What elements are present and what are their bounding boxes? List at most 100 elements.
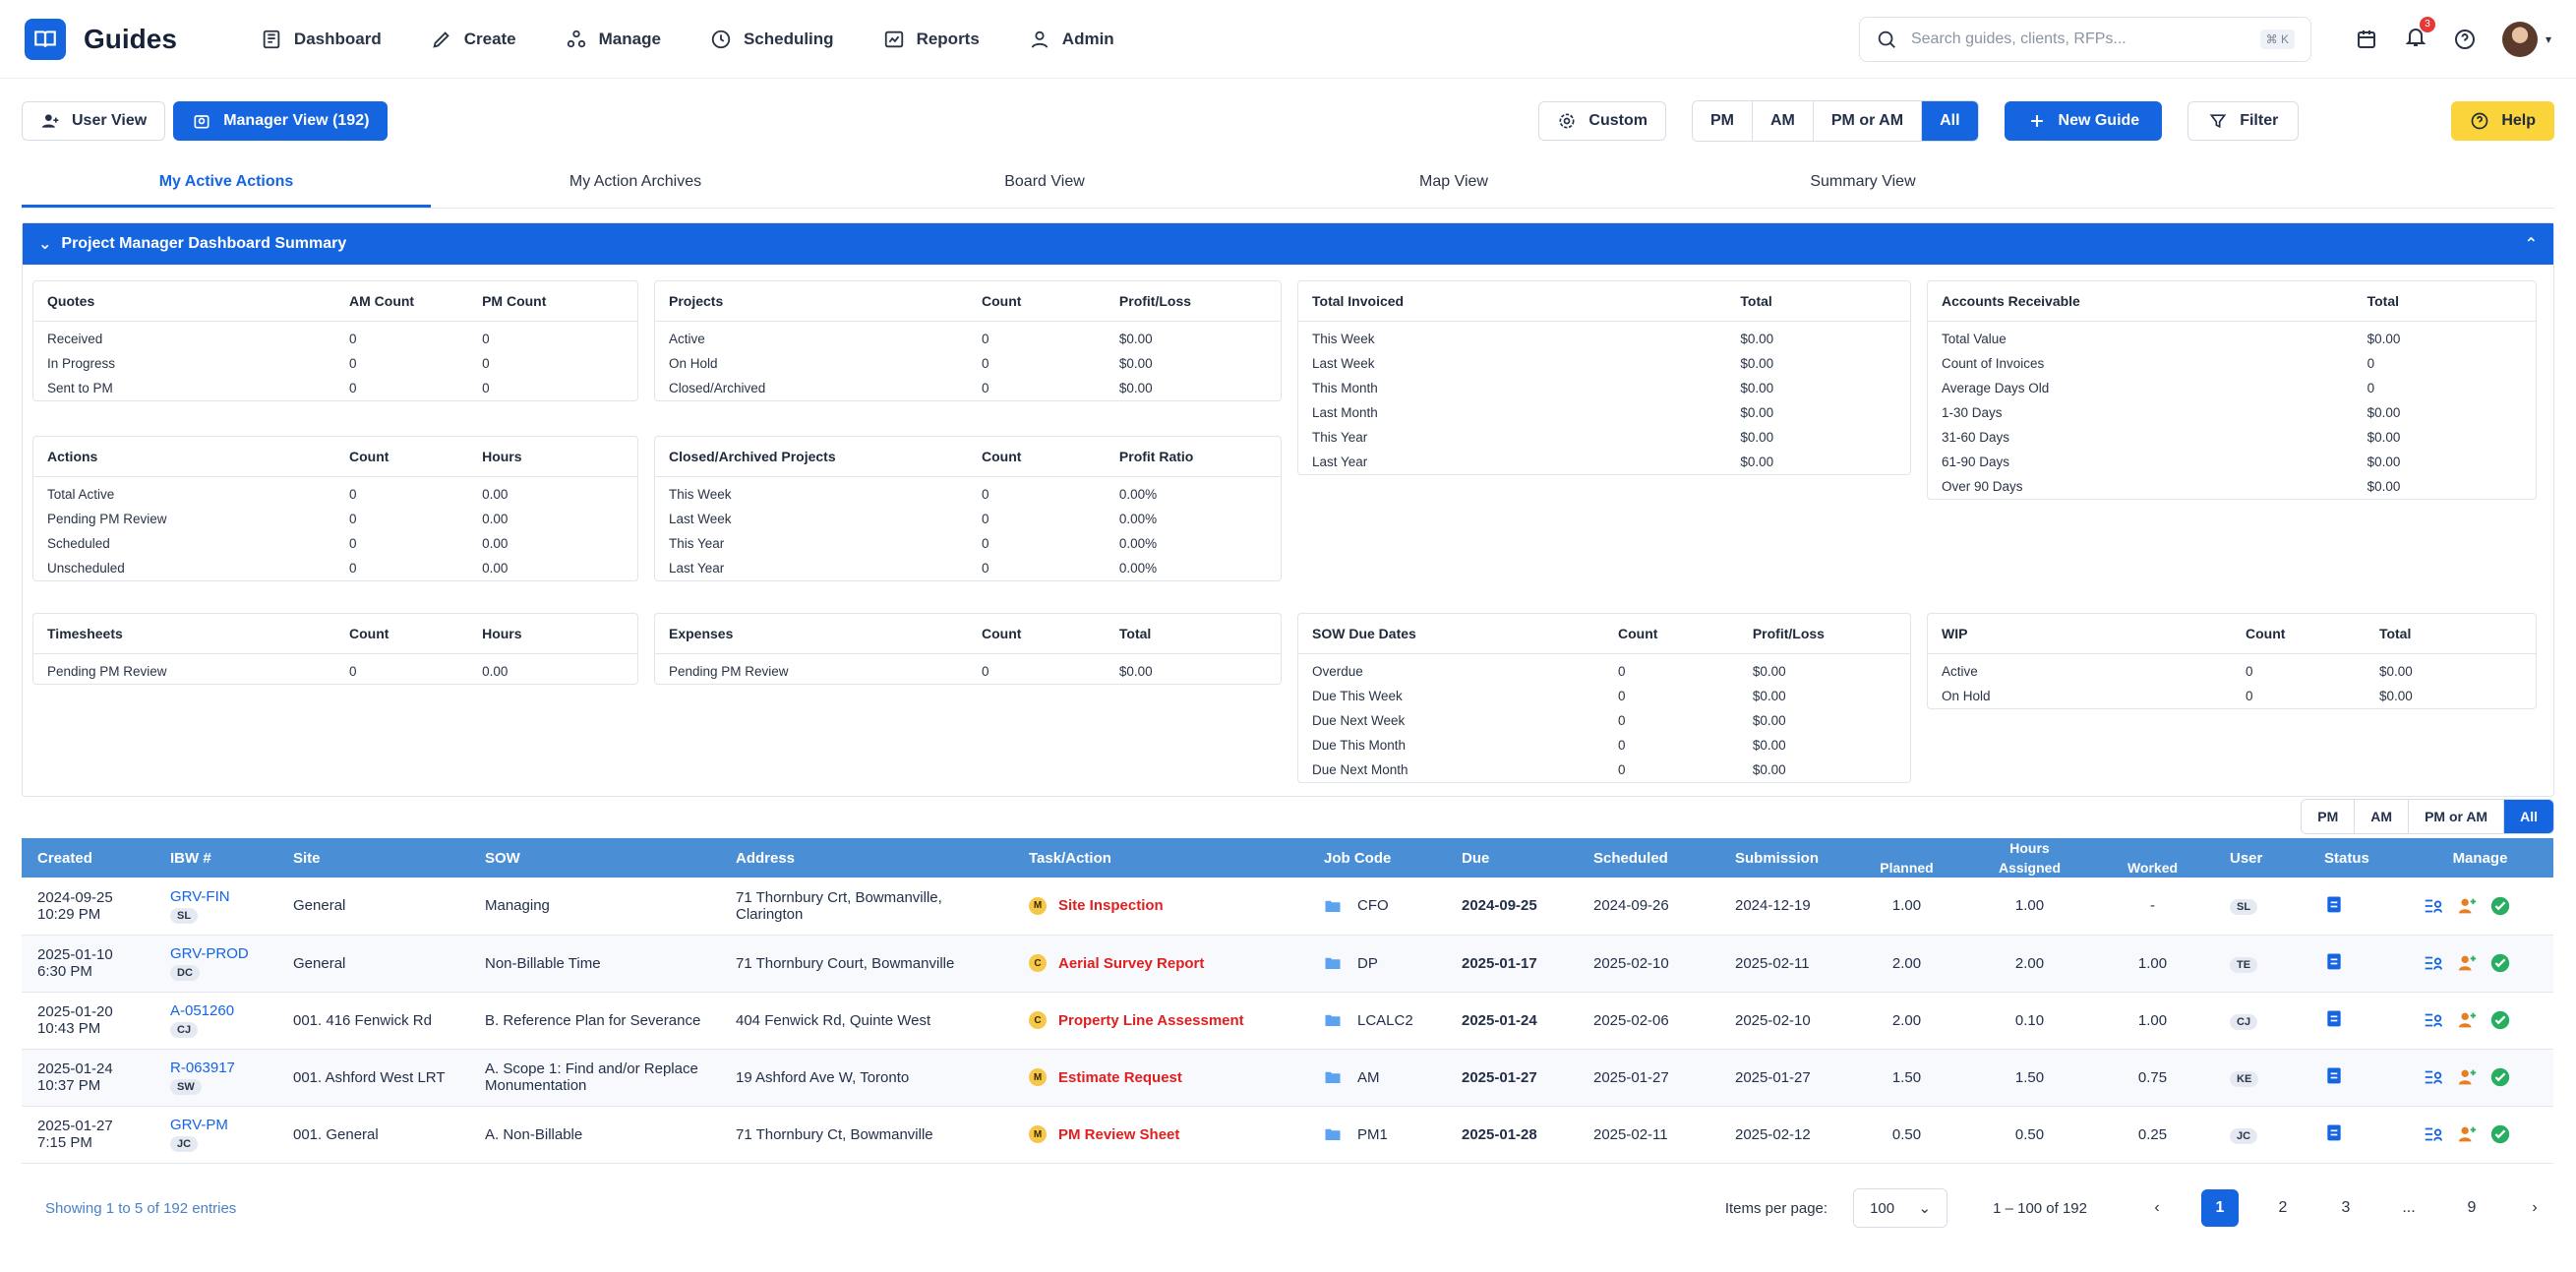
check-circle-icon[interactable] xyxy=(2489,952,2511,974)
card-cell[interactable]: 0 xyxy=(1618,664,1626,679)
clipboard-icon[interactable] xyxy=(2324,1008,2344,1028)
clipboard-icon[interactable] xyxy=(2324,1122,2344,1142)
page-9[interactable]: 9 xyxy=(2467,1199,2477,1216)
col-created[interactable]: Created xyxy=(22,838,154,878)
col-scheduled[interactable]: Scheduled xyxy=(1578,838,1719,878)
card-cell[interactable]: $0.00 xyxy=(2366,479,2401,494)
user-add-icon[interactable] xyxy=(2456,1123,2478,1145)
nav-create[interactable]: Create xyxy=(431,29,516,50)
check-circle-icon[interactable] xyxy=(2489,1123,2511,1145)
card-cell[interactable]: 0 xyxy=(349,536,357,551)
task-link[interactable]: Site Inspection xyxy=(1058,897,1164,915)
chevron-up-icon[interactable]: ⌃ xyxy=(2524,236,2538,253)
card-cell[interactable]: $0.00 xyxy=(1740,332,1774,346)
card-cell[interactable]: $0.00 xyxy=(1740,381,1774,395)
table-row[interactable]: 2025-01-20 10:43 PM A-051260 CJ 001. 416 F… xyxy=(22,992,2553,1050)
card-cell[interactable]: $0.00 xyxy=(1740,405,1774,420)
nav-scheduling[interactable]: Scheduling xyxy=(710,29,834,50)
page-3[interactable]: 3 xyxy=(2341,1199,2351,1216)
next-page-icon[interactable]: › xyxy=(2532,1199,2538,1216)
card-cell[interactable]: 0 xyxy=(982,332,989,346)
items-per-page-select[interactable]: 100 ⌄ xyxy=(1853,1188,1948,1228)
col-sow[interactable]: SOW xyxy=(469,838,720,878)
tab-my-active-actions[interactable]: My Active Actions xyxy=(22,163,431,208)
card-cell[interactable]: $0.00 xyxy=(1740,430,1774,445)
card-cell[interactable]: 0 xyxy=(349,332,357,346)
card-cell[interactable]: $0.00 xyxy=(2366,430,2401,445)
nav-admin[interactable]: Admin xyxy=(1029,29,1114,50)
task-link[interactable]: Estimate Request xyxy=(1058,1068,1182,1086)
check-circle-icon[interactable] xyxy=(2489,1009,2511,1031)
help-circle-icon[interactable] xyxy=(2453,28,2477,51)
card-cell[interactable]: 0 xyxy=(1618,762,1626,777)
ibw-link[interactable]: GRV-PM xyxy=(170,1117,228,1133)
filter-am[interactable]: AM xyxy=(1752,101,1814,141)
col-assigned[interactable]: Assigned xyxy=(1968,858,2091,878)
ibw-link[interactable]: GRV-FIN xyxy=(170,887,230,905)
card-cell[interactable]: 0 xyxy=(349,512,357,526)
card-cell[interactable]: 0 xyxy=(349,561,357,575)
help-button[interactable]: Help xyxy=(2451,101,2554,141)
col-site[interactable]: Site xyxy=(277,838,469,878)
col-address[interactable]: Address xyxy=(720,838,1013,878)
filter-pm-or-am[interactable]: PM or AM xyxy=(1813,101,1923,141)
card-cell[interactable]: $0.00 xyxy=(1740,454,1774,469)
user-add-icon[interactable] xyxy=(2456,1009,2478,1031)
col-status[interactable]: Status xyxy=(2308,838,2407,878)
card-cell[interactable]: $0.00 xyxy=(2378,689,2413,703)
card-cell[interactable]: 0 xyxy=(1618,713,1626,728)
folder-icon[interactable] xyxy=(1324,1012,1342,1028)
search-box[interactable]: ⌘ K xyxy=(1858,16,2311,62)
col-submission[interactable]: Submission xyxy=(1719,838,1845,878)
col-job-code[interactable]: Job Code xyxy=(1308,838,1446,878)
nav-reports[interactable]: Reports xyxy=(883,29,980,50)
page-1[interactable]: 1 xyxy=(2201,1189,2239,1227)
col-planned[interactable]: Planned xyxy=(1845,858,1968,878)
card-cell[interactable]: 0 xyxy=(982,536,989,551)
table-row[interactable]: 2024-09-25 10:29 PM GRV-FIN SL General Man… xyxy=(22,878,2553,936)
custom-button[interactable]: Custom xyxy=(1538,101,1666,141)
task-link[interactable]: Property Line Assessment xyxy=(1058,1011,1244,1029)
col-due[interactable]: Due xyxy=(1446,838,1578,878)
task-link[interactable]: PM Review Sheet xyxy=(1058,1125,1180,1143)
card-cell[interactable]: $0.00 xyxy=(2366,332,2401,346)
assign-list-icon[interactable] xyxy=(2423,952,2444,974)
card-cell[interactable]: 0 xyxy=(2246,664,2253,679)
grid-filter-pm-or-am[interactable]: PM or AM xyxy=(2409,800,2505,833)
clipboard-icon[interactable] xyxy=(2324,1065,2344,1085)
card-cell[interactable]: 0 xyxy=(349,381,357,395)
card-cell[interactable]: 0 xyxy=(2246,689,2253,703)
calendar-icon[interactable] xyxy=(2355,28,2378,51)
grid-filter-am[interactable]: AM xyxy=(2355,800,2410,833)
card-cell[interactable]: 0 xyxy=(982,381,989,395)
card-cell[interactable]: 0 xyxy=(982,561,989,575)
card-cell[interactable]: $0.00 xyxy=(2366,405,2401,420)
nav-manage[interactable]: Manage xyxy=(566,29,661,50)
clipboard-icon[interactable] xyxy=(2324,894,2344,914)
user-add-icon[interactable] xyxy=(2456,952,2478,974)
folder-icon[interactable] xyxy=(1324,955,1342,971)
notifications-button[interactable]: 3 xyxy=(2404,17,2435,53)
ibw-link[interactable]: R-063917 xyxy=(170,1060,235,1076)
check-circle-icon[interactable] xyxy=(2489,1066,2511,1088)
card-cell[interactable]: $0.00 xyxy=(2378,664,2413,679)
filter-all[interactable]: All xyxy=(1922,101,1978,141)
folder-icon[interactable] xyxy=(1324,1069,1342,1085)
page-2[interactable]: 2 xyxy=(2278,1199,2288,1216)
col-ibw[interactable]: IBW # xyxy=(154,838,277,878)
tab-my-action-archives[interactable]: My Action Archives xyxy=(569,173,702,190)
card-cell[interactable]: 0 xyxy=(349,356,357,371)
assign-list-icon[interactable] xyxy=(2423,895,2444,917)
card-cell[interactable]: 0 xyxy=(1618,738,1626,753)
card-cell[interactable]: 0 xyxy=(982,664,989,679)
task-link[interactable]: Aerial Survey Report xyxy=(1058,954,1205,972)
ibw-link[interactable]: GRV-PROD xyxy=(170,945,249,962)
card-cell[interactable]: 0 xyxy=(982,487,989,502)
assign-list-icon[interactable] xyxy=(2423,1123,2444,1145)
new-guide-button[interactable]: New Guide xyxy=(2004,101,2163,141)
table-row[interactable]: 2025-01-27 7:15 PM GRV-PM JC 001. General … xyxy=(22,1106,2553,1164)
table-row[interactable]: 2025-01-24 10:37 PM R-063917 SW 001. Ashfo… xyxy=(22,1049,2553,1107)
assign-list-icon[interactable] xyxy=(2423,1066,2444,1088)
filter-pm[interactable]: PM xyxy=(1692,101,1753,141)
user-add-icon[interactable] xyxy=(2456,895,2478,917)
